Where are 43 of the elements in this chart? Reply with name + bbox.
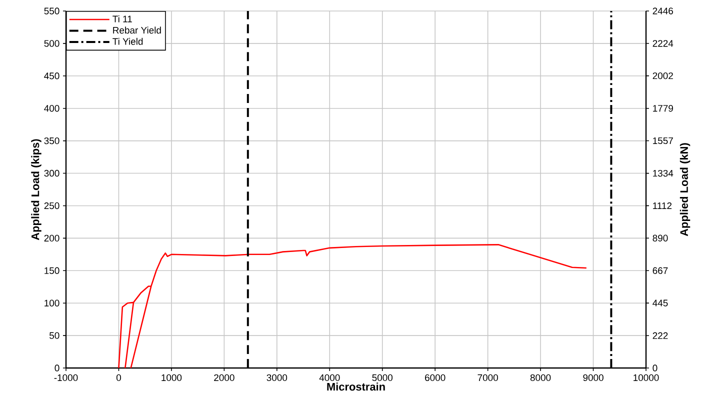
y-tick-label: 200 [44,234,60,242]
x-tick-label: 4000 [319,374,340,382]
x-tick-label: 9000 [583,374,604,382]
y-tick-label: 400 [44,105,60,112]
x-tick-label: 6000 [425,374,446,382]
x-tick-label: 3000 [266,374,288,382]
y-tick-label: 250 [44,202,60,210]
legend-label: Ti Yield [112,38,143,45]
y-tick-label: 0 [54,364,60,372]
x-tick-label: 10000 [634,374,659,382]
y2-tick-label: 2002 [652,72,673,80]
y-tick-label: 100 [44,300,60,306]
y-axis-title: Applied Load (kips) [31,139,42,240]
y-tick-label: 450 [44,72,60,80]
y2-tick-label: 1779 [653,104,673,112]
y2-axis-title: Applied Load (kN) [680,143,690,236]
y-tick-label: 300 [44,170,60,177]
legend-label: Ti 11 [112,15,132,22]
y2-tick-label: 445 [652,300,668,306]
y2-tick-label: 667 [652,267,668,274]
y2-tick-label: 1334 [653,170,674,177]
x-tick-label: 7000 [478,374,498,382]
y-tick-label: 150 [44,267,60,274]
x-tick-label: -1000 [54,374,78,382]
y2-tick-label: 222 [652,332,668,339]
x-tick-label: 8000 [530,374,551,382]
y2-tick-label: 1112 [653,202,672,209]
legend-label: Rebar Yield [113,26,161,34]
y-tick-label: 550 [44,8,60,14]
y-tick-label: 50 [50,332,60,339]
y2-tick-label: 1557 [653,137,673,144]
x-axis-title: Microstrain [327,382,385,391]
y-tick-label: 500 [44,40,60,47]
y-tick-label: 350 [44,137,60,144]
x-tick-label: 1000 [162,374,182,382]
y2-tick-label: 890 [652,234,668,242]
y2-tick-label: 2446 [652,8,673,14]
x-tick-label: 2000 [214,374,234,382]
x-tick-label: 0 [116,374,121,382]
x-tick-label: 5000 [372,374,393,382]
y2-tick-label: 0 [652,364,658,372]
y2-tick-label: 2224 [652,40,674,47]
line-series [118,244,588,368]
